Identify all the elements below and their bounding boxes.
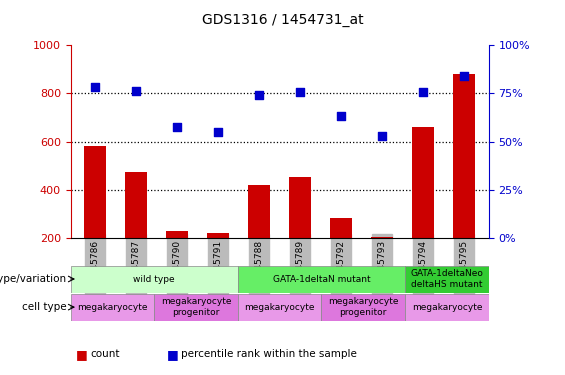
Point xyxy=(419,89,428,95)
Text: megakaryocyte: megakaryocyte xyxy=(77,303,147,312)
Bar xyxy=(154,294,238,321)
Point xyxy=(214,129,223,135)
Text: percentile rank within the sample: percentile rank within the sample xyxy=(181,350,357,359)
Bar xyxy=(412,127,434,286)
Text: GDS1316 / 1454731_at: GDS1316 / 1454731_at xyxy=(202,13,363,27)
Bar xyxy=(238,266,405,292)
Text: megakaryocyte: megakaryocyte xyxy=(245,303,315,312)
Bar xyxy=(453,74,475,286)
Text: GATA-1deltaN mutant: GATA-1deltaN mutant xyxy=(273,274,370,284)
Text: count: count xyxy=(90,350,120,359)
Text: cell type: cell type xyxy=(22,302,67,312)
Bar xyxy=(71,294,154,321)
Text: genotype/variation: genotype/variation xyxy=(0,274,67,284)
Point xyxy=(459,74,468,80)
Point xyxy=(255,92,264,98)
Text: megakaryocyte
progenitor: megakaryocyte progenitor xyxy=(161,297,231,317)
Point xyxy=(337,113,346,119)
Bar xyxy=(238,294,321,321)
Text: megakaryocyte: megakaryocyte xyxy=(412,303,482,312)
Point xyxy=(132,88,141,94)
Text: GATA-1deltaNeo
deltaHS mutant: GATA-1deltaNeo deltaHS mutant xyxy=(411,269,483,289)
Bar xyxy=(371,237,393,286)
Text: wild type: wild type xyxy=(133,274,175,284)
Bar xyxy=(71,266,238,292)
Bar xyxy=(207,233,229,286)
Bar xyxy=(330,217,353,286)
Point xyxy=(91,84,100,90)
Bar xyxy=(248,185,271,286)
Bar xyxy=(405,266,489,292)
Bar xyxy=(125,172,147,286)
Bar xyxy=(166,231,189,286)
Bar xyxy=(289,177,311,286)
Bar xyxy=(405,294,489,321)
Text: ■: ■ xyxy=(167,348,179,361)
Text: ■: ■ xyxy=(76,348,88,361)
Text: megakaryocyte
progenitor: megakaryocyte progenitor xyxy=(328,297,398,317)
Bar xyxy=(84,146,106,286)
Bar xyxy=(321,294,405,321)
Point xyxy=(295,89,305,95)
Point xyxy=(377,132,386,138)
Point xyxy=(173,124,182,130)
